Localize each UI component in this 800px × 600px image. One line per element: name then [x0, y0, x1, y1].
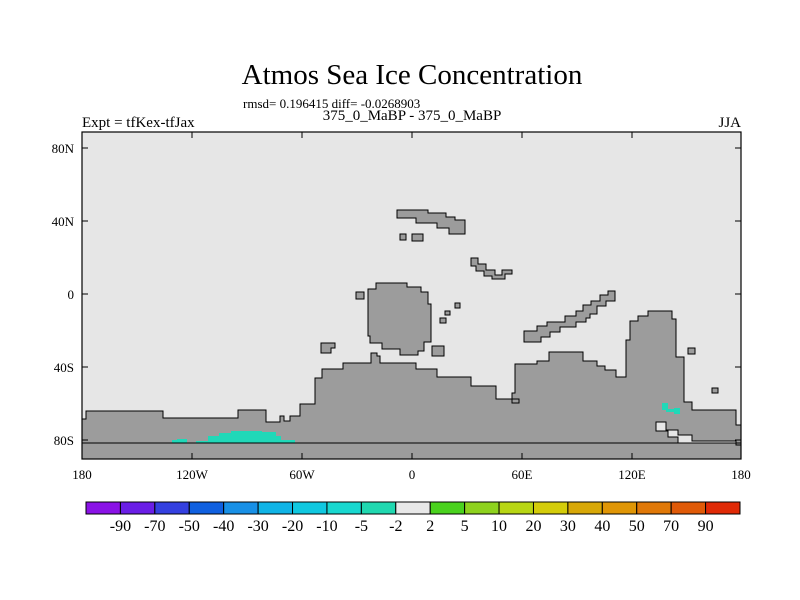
colorbar-swatch: [257, 501, 294, 515]
colorbar-swatch: [154, 501, 190, 515]
colorbar: -90 -70 -50 -40 -30 -20 -10 -5 -2 2 5 10 20 30 40 50 70 9…: [85, 501, 741, 535]
axis-ticks: [81, 132, 742, 459]
colorbar-label: -40: [213, 518, 234, 535]
anomaly-patch-south-pacific: [172, 431, 295, 443]
lon-label-60e: 60E: [512, 467, 533, 482]
colorbar-label: -10: [316, 518, 337, 535]
colorbar-label: 40: [594, 518, 610, 535]
colorbar-swatch: [223, 501, 259, 515]
colorbar-label: 70: [663, 518, 679, 535]
colorbar-swatch: [188, 501, 225, 515]
lon-label-180w: 180: [72, 467, 92, 482]
lon-label-0: 0: [409, 467, 416, 482]
northern-islet-a: [411, 233, 424, 242]
island-central-3: [444, 310, 451, 316]
colorbar-label: -20: [282, 518, 303, 535]
island-central-4: [454, 302, 461, 309]
colorbar-label: -70: [144, 518, 165, 535]
central-landmass: [367, 282, 432, 356]
colorbar-swatch: [567, 501, 603, 515]
colorbar-label: 90: [698, 518, 714, 535]
lat-label-40s: 40S: [54, 360, 74, 375]
lat-label-0: 0: [68, 287, 75, 302]
lat-label-40n: 40N: [52, 214, 75, 229]
colorbar-swatch: [601, 501, 638, 515]
lat-label-80s: 80S: [54, 433, 74, 448]
colorbar-label: 10: [491, 518, 507, 535]
figure-title: Atmos Sea Ice Concentration: [242, 59, 583, 91]
colorbar-swatch: [464, 501, 500, 515]
colorbar-swatch: [636, 501, 672, 515]
colorbar-label: 50: [629, 518, 645, 535]
colorbar-swatch: [429, 501, 466, 515]
colorbar-swatch: [705, 501, 741, 515]
lon-label-120e: 120E: [618, 467, 646, 482]
colorbar-label: -30: [247, 518, 268, 535]
island-east-1: [687, 347, 696, 355]
colorbar-label: -50: [179, 518, 200, 535]
anomaly-patches: [172, 403, 680, 443]
colorbar-swatch: [360, 501, 397, 515]
lon-label-60w: 60W: [289, 467, 315, 482]
lat-label-80n: 80N: [52, 141, 75, 156]
colorbar-swatch: [85, 501, 121, 515]
stats-line: rmsd= 0.196415 diff= -0.0268903: [243, 96, 420, 111]
island-central-1: [431, 345, 445, 357]
island-west-1: [320, 342, 336, 354]
colorbar-label: 2: [426, 518, 434, 535]
season-label: JJA: [718, 115, 741, 131]
island-west-2: [355, 291, 365, 300]
northern-islet-b: [399, 233, 407, 241]
colorbar-label: -90: [110, 518, 131, 535]
colorbar-swatch: [119, 501, 156, 515]
colorbar-label: 20: [525, 518, 541, 535]
colorbar-label: -5: [355, 518, 368, 535]
island-east-2: [711, 387, 719, 394]
land-masses: [81, 209, 742, 460]
southern-continent: [81, 310, 742, 460]
colorbar-swatch: [292, 501, 328, 515]
colorbar-label: -2: [389, 518, 402, 535]
island-central-2: [439, 317, 447, 324]
northeast-islands: [470, 257, 513, 280]
eastern-arc: [523, 290, 616, 343]
colorbar-swatch: [326, 501, 362, 515]
colorbar-swatch: [670, 501, 707, 515]
map-panel: 80N 40N 0 40S 80S 180 120W 60W 0 60E 120…: [52, 131, 751, 482]
colorbar-swatch: [498, 501, 534, 515]
lon-label-180e: 180: [731, 467, 751, 482]
colorbar-swatch: [532, 501, 569, 515]
map-subtitle: 375_0_MaBP - 375_0_MaBP: [323, 108, 502, 124]
anomaly-patch-east: [662, 403, 680, 414]
experiment-label: Expt = tfKex-tfJax: [82, 115, 195, 131]
colorbar-label: 5: [461, 518, 469, 535]
lon-label-120w: 120W: [176, 467, 209, 482]
northern-landmass: [396, 209, 466, 235]
colorbar-label: 30: [560, 518, 576, 535]
colorbar-swatch: [395, 501, 431, 515]
